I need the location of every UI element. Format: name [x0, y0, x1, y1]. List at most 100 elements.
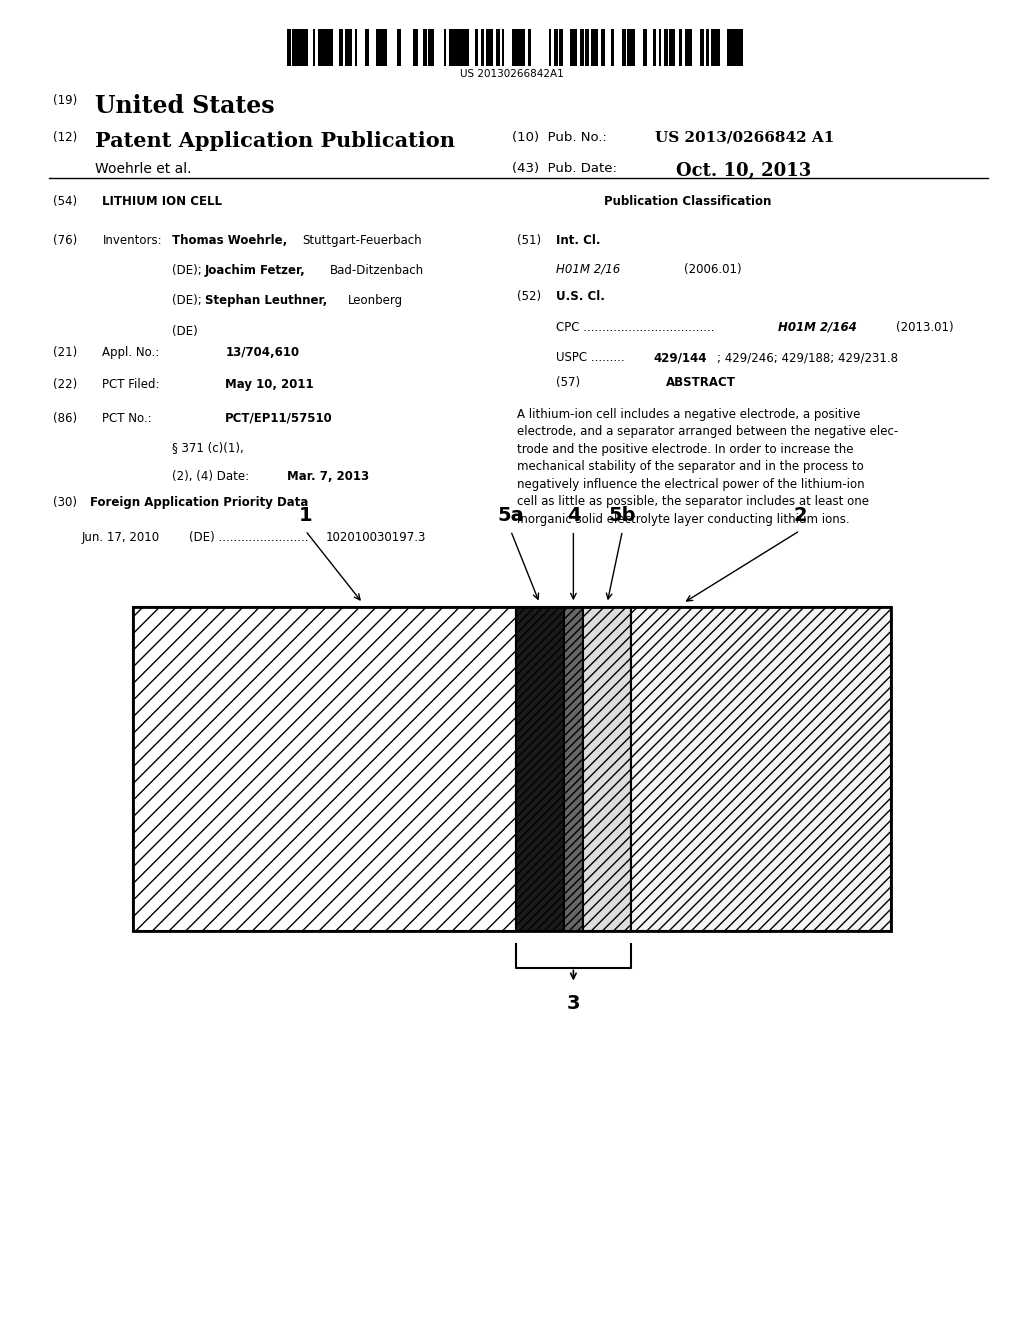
Bar: [133, 607, 891, 931]
Bar: [732, 29, 737, 66]
Bar: [517, 29, 523, 66]
Text: ; 429/246; 429/188; 429/231.8: ; 429/246; 429/188; 429/231.8: [717, 351, 898, 364]
Text: (21): (21): [53, 346, 78, 359]
Bar: [574, 29, 578, 66]
Text: US 2013/0266842 A1: US 2013/0266842 A1: [655, 131, 835, 145]
Bar: [133, 607, 516, 931]
Bar: [423, 29, 427, 66]
Text: United States: United States: [95, 94, 274, 117]
Bar: [653, 29, 655, 66]
Text: Foreign Application Priority Data: Foreign Application Priority Data: [90, 496, 309, 510]
Bar: [292, 29, 300, 66]
Bar: [324, 29, 331, 66]
Text: LITHIUM ION CELL: LITHIUM ION CELL: [102, 195, 222, 209]
Bar: [622, 29, 626, 66]
Text: 2: 2: [794, 507, 807, 525]
Text: (22): (22): [53, 378, 78, 391]
Text: US 20130266842A1: US 20130266842A1: [460, 69, 564, 79]
Bar: [584, 607, 631, 931]
Bar: [297, 29, 303, 66]
Bar: [706, 29, 710, 66]
Bar: [475, 29, 477, 66]
Bar: [485, 29, 494, 66]
Text: U.S. Cl.: U.S. Cl.: [556, 290, 605, 304]
Bar: [591, 29, 598, 66]
Text: Publication Classification: Publication Classification: [604, 195, 771, 209]
Text: Patent Application Publication: Patent Application Publication: [95, 131, 456, 150]
Text: (57): (57): [556, 376, 581, 389]
Bar: [344, 29, 352, 66]
Text: PCT No.:: PCT No.:: [102, 412, 152, 425]
Text: 1: 1: [299, 507, 312, 525]
Text: (54): (54): [53, 195, 78, 209]
Bar: [711, 29, 717, 66]
Bar: [727, 29, 734, 66]
Bar: [455, 29, 462, 66]
Text: (51): (51): [517, 234, 542, 247]
Text: Bad-Ditzenbach: Bad-Ditzenbach: [330, 264, 424, 277]
Bar: [700, 29, 705, 66]
Bar: [376, 29, 382, 66]
Bar: [716, 29, 720, 66]
Bar: [633, 29, 635, 66]
Text: 5a: 5a: [498, 507, 524, 525]
Bar: [465, 29, 469, 66]
Bar: [596, 29, 598, 66]
Bar: [460, 29, 465, 66]
Text: § 371 (c)(1),: § 371 (c)(1),: [172, 441, 244, 454]
Bar: [313, 29, 315, 66]
Text: H01M 2/164: H01M 2/164: [778, 321, 857, 334]
Text: (DE) ........................: (DE) ........................: [189, 531, 309, 544]
Text: Woehrle et al.: Woehrle et al.: [95, 162, 191, 177]
Text: (76): (76): [53, 234, 78, 247]
Text: Oct. 10, 2013: Oct. 10, 2013: [676, 162, 811, 181]
Bar: [527, 29, 531, 66]
Bar: [643, 29, 646, 66]
Bar: [502, 29, 504, 66]
Bar: [512, 29, 517, 66]
Text: May 10, 2011: May 10, 2011: [225, 378, 314, 391]
Text: (2006.01): (2006.01): [684, 263, 741, 276]
Bar: [287, 29, 291, 66]
Bar: [685, 29, 690, 66]
Text: 13/704,610: 13/704,610: [225, 346, 299, 359]
Text: Mar. 7, 2013: Mar. 7, 2013: [287, 470, 369, 483]
Text: Stephan Leuthner,: Stephan Leuthner,: [205, 294, 327, 308]
Bar: [737, 29, 742, 66]
Text: CPC ...................................: CPC ...................................: [556, 321, 715, 334]
Text: Thomas Woehrle,: Thomas Woehrle,: [172, 234, 288, 247]
Text: A lithium-ion cell includes a negative electrode, a positive
electrode, and a se: A lithium-ion cell includes a negative e…: [517, 408, 898, 525]
Bar: [631, 607, 891, 931]
Bar: [492, 29, 494, 66]
Text: (12): (12): [53, 131, 78, 144]
Bar: [497, 29, 500, 66]
Bar: [480, 29, 484, 66]
Bar: [397, 29, 400, 66]
Bar: [627, 29, 633, 66]
Text: (2), (4) Date:: (2), (4) Date:: [172, 470, 249, 483]
Bar: [586, 29, 589, 66]
Bar: [554, 29, 558, 66]
Text: (86): (86): [53, 412, 78, 425]
Text: (10)  Pub. No.:: (10) Pub. No.:: [512, 131, 607, 144]
Bar: [318, 29, 324, 66]
Bar: [428, 29, 434, 66]
Text: ABSTRACT: ABSTRACT: [666, 376, 735, 389]
Text: 5b: 5b: [608, 507, 636, 525]
Bar: [381, 29, 387, 66]
Bar: [329, 29, 333, 66]
Text: (30): (30): [53, 496, 77, 510]
Bar: [601, 29, 605, 66]
Bar: [658, 29, 660, 66]
Bar: [669, 29, 675, 66]
Text: PCT/EP11/57510: PCT/EP11/57510: [225, 412, 333, 425]
Text: 102010030197.3: 102010030197.3: [326, 531, 426, 544]
Text: Inventors:: Inventors:: [102, 234, 162, 247]
Bar: [444, 29, 446, 66]
Text: 429/144: 429/144: [653, 351, 707, 364]
Bar: [559, 29, 563, 66]
Bar: [549, 29, 551, 66]
Bar: [303, 29, 308, 66]
Bar: [569, 29, 578, 66]
Bar: [680, 29, 682, 66]
